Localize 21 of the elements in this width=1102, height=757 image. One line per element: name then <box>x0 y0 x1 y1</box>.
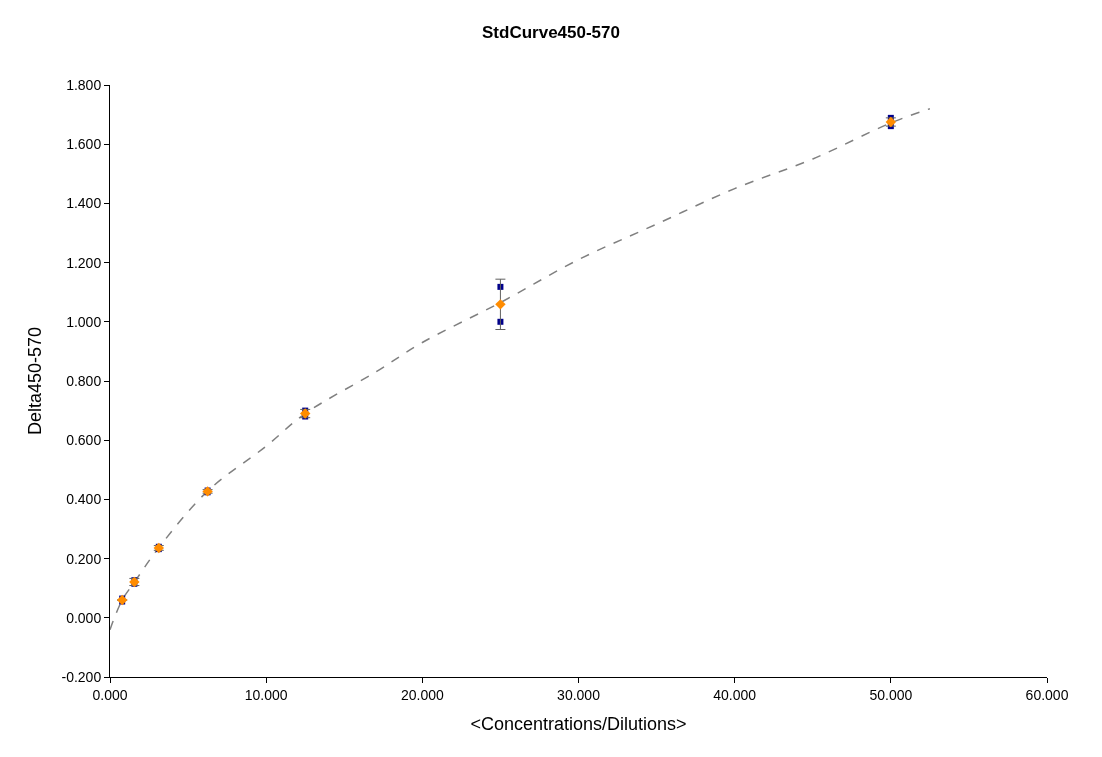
y-tick-label: 1.200 <box>66 254 102 271</box>
x-tick-label: 40.000 <box>713 686 757 703</box>
y-tick-label: 0.400 <box>66 491 102 508</box>
x-tick-label: 60.000 <box>1025 686 1069 703</box>
x-tick-label: 20.000 <box>400 686 444 703</box>
y-axis-title: Delta450-570 <box>24 326 45 436</box>
x-tick-label: 0.000 <box>92 686 128 703</box>
y-tick-label: 1.600 <box>66 136 102 153</box>
chart-title: StdCurve450-570 <box>482 23 620 43</box>
y-tick-label: 1.400 <box>66 195 102 212</box>
y-tick-label: 1.800 <box>66 76 102 93</box>
y-tick-label: 0.000 <box>66 609 102 626</box>
x-axis-title: <Concentrations/Dilutions> <box>470 713 687 734</box>
y-tick-label: 0.600 <box>66 432 102 449</box>
y-tick-label: 1.000 <box>66 313 102 330</box>
x-tick-label: 30.000 <box>557 686 601 703</box>
x-tick-label: 50.000 <box>869 686 913 703</box>
y-tick-label: 0.200 <box>66 550 102 567</box>
y-tick-label: -0.200 <box>61 668 102 685</box>
x-tick-label: 10.000 <box>244 686 288 703</box>
y-tick-label: 0.800 <box>66 372 102 389</box>
